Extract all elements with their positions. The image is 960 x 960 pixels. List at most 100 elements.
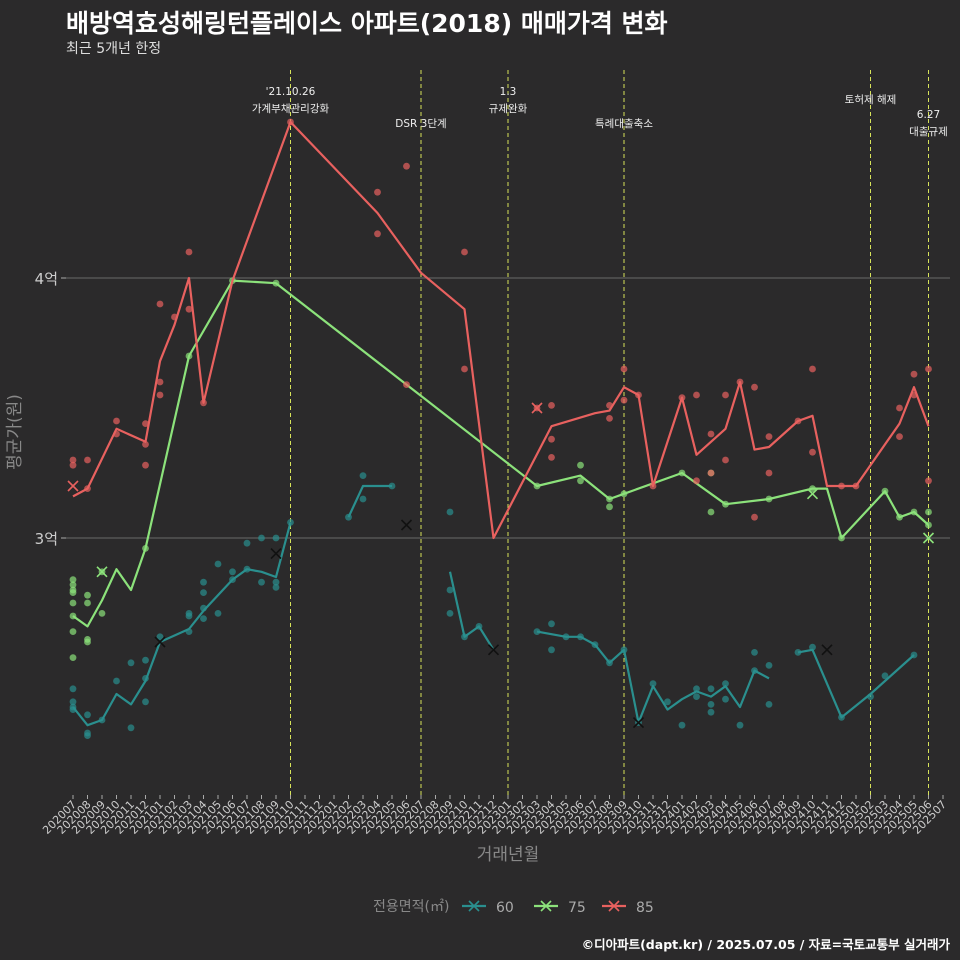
- cross-marker: [632, 717, 645, 729]
- data-point: [185, 248, 193, 256]
- data-point: [69, 685, 77, 693]
- data-point: [765, 662, 773, 669]
- data-point: [84, 591, 91, 599]
- cross-marker: [270, 548, 282, 560]
- data-point: [403, 162, 410, 170]
- data-point: [548, 454, 555, 461]
- legend-cross: [608, 900, 620, 912]
- data-point: [548, 646, 555, 654]
- data-point: [113, 677, 120, 685]
- data-point: [258, 578, 265, 586]
- data-point: [272, 578, 280, 586]
- chart-title: 배방역효성해링턴플레이스 아파트(2018) 매매가격 변화: [66, 9, 668, 38]
- series-75: [69, 277, 935, 661]
- event-label: '21.10.26: [266, 86, 316, 98]
- legend: 전용면적(㎡) 60 75 85: [373, 899, 654, 916]
- data-point: [214, 560, 222, 568]
- data-point: [200, 578, 207, 586]
- cross-marker: [922, 532, 935, 544]
- data-point: [200, 589, 207, 596]
- cross-marker: [154, 636, 166, 648]
- data-point: [446, 508, 454, 516]
- data-point: [736, 721, 744, 729]
- event-label: 규제완화: [489, 102, 528, 115]
- data-point: [693, 693, 700, 700]
- data-point: [693, 391, 700, 399]
- data-point: [214, 610, 222, 617]
- data-point: [693, 477, 700, 485]
- data-point: [461, 248, 468, 256]
- data-point: [69, 461, 77, 469]
- x-axis: 2020072020082020092020102020112020122021…: [40, 795, 949, 837]
- event-label: 6.27: [917, 109, 940, 121]
- data-point: [69, 599, 77, 607]
- data-point: [925, 477, 932, 485]
- data-point: [84, 732, 91, 739]
- data-point: [722, 680, 729, 687]
- data-point: [69, 698, 77, 706]
- data-point: [69, 581, 77, 589]
- legend-label: 75: [568, 900, 586, 916]
- data-point: [69, 456, 77, 464]
- data-point: [722, 695, 729, 703]
- data-point: [809, 643, 816, 651]
- data-point: [200, 615, 207, 622]
- data-point: [606, 503, 613, 511]
- data-point: [722, 391, 729, 399]
- y-tick-label: 3억: [35, 530, 58, 548]
- series-line: [72, 120, 930, 540]
- chart-subtitle: 최근 5개년 한정: [66, 41, 162, 57]
- x-axis-title: 거래년월: [477, 845, 540, 865]
- event-label: 가계부채관리강화: [252, 103, 330, 115]
- event-label: DSR 3단계: [395, 118, 446, 130]
- data-point: [649, 680, 657, 687]
- data-point: [229, 568, 236, 576]
- series-line: [448, 571, 495, 651]
- data-point: [69, 628, 77, 635]
- data-point: [693, 685, 700, 693]
- data-point: [707, 701, 715, 708]
- data-point: [925, 365, 932, 373]
- data-point: [84, 456, 91, 464]
- event-label: 특례대출축소: [595, 118, 653, 130]
- data-point: [809, 448, 816, 456]
- legend-label: 60: [496, 900, 514, 916]
- data-point: [606, 415, 613, 422]
- data-point: [548, 435, 555, 443]
- data-point: [98, 610, 106, 617]
- data-point: [461, 365, 468, 373]
- data-point: [127, 659, 135, 667]
- y-axis-title: 평균가(원): [5, 394, 25, 470]
- data-point: [156, 391, 164, 399]
- legend-title: 전용면적(㎡): [373, 899, 449, 915]
- data-point: [84, 599, 91, 607]
- data-point: [765, 433, 773, 440]
- data-point: [707, 708, 715, 716]
- cross-marker: [531, 402, 543, 414]
- data-point: [185, 610, 193, 617]
- y-tick-label: 4억: [35, 270, 58, 288]
- data-point: [751, 513, 758, 521]
- data-point: [548, 620, 555, 628]
- data-point: [258, 534, 265, 542]
- data-point: [707, 430, 715, 438]
- series-line: [536, 630, 770, 724]
- data-point: [925, 508, 932, 516]
- data-point: [765, 469, 773, 477]
- data-point: [577, 461, 584, 469]
- event-label: 토허제 해제: [845, 93, 897, 106]
- cross-marker: [487, 644, 500, 656]
- series-line: [72, 279, 930, 628]
- series-85: [67, 118, 932, 540]
- data-point: [896, 404, 903, 412]
- data-point: [84, 711, 91, 719]
- cross-marker: [400, 519, 413, 531]
- data-point: [374, 188, 381, 196]
- data-point: [84, 638, 91, 646]
- series-line: [72, 522, 292, 727]
- data-point: [359, 472, 367, 479]
- data-point: [751, 649, 758, 656]
- data-point: [707, 508, 715, 516]
- data-point: [156, 378, 164, 386]
